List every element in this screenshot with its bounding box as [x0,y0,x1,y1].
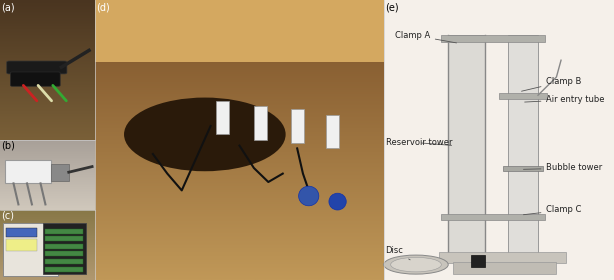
FancyBboxPatch shape [453,262,556,274]
Ellipse shape [329,193,346,210]
FancyBboxPatch shape [45,259,83,264]
FancyBboxPatch shape [43,223,86,274]
FancyBboxPatch shape [292,109,305,143]
FancyBboxPatch shape [441,35,545,42]
FancyBboxPatch shape [45,236,83,241]
FancyBboxPatch shape [384,0,614,280]
FancyBboxPatch shape [95,0,384,62]
FancyBboxPatch shape [508,35,538,253]
FancyBboxPatch shape [6,228,37,237]
FancyBboxPatch shape [51,164,69,181]
FancyBboxPatch shape [10,72,60,86]
Text: Disc: Disc [386,246,410,260]
Ellipse shape [391,257,441,272]
Ellipse shape [384,255,448,274]
FancyBboxPatch shape [499,93,547,99]
FancyBboxPatch shape [216,101,230,134]
Text: (d): (d) [96,3,110,13]
Text: Clamp B: Clamp B [521,77,582,91]
FancyBboxPatch shape [254,106,267,140]
Text: Clamp C: Clamp C [524,206,582,215]
FancyBboxPatch shape [45,267,83,272]
Ellipse shape [298,186,319,206]
FancyBboxPatch shape [326,115,339,148]
FancyBboxPatch shape [439,252,565,263]
Text: (c): (c) [1,211,14,221]
FancyBboxPatch shape [441,214,545,220]
FancyBboxPatch shape [472,255,485,267]
Text: (a): (a) [1,3,15,13]
Text: (e): (e) [385,3,398,13]
FancyBboxPatch shape [503,166,543,171]
Text: (b): (b) [1,141,15,151]
Text: Reservoir tower: Reservoir tower [386,138,452,147]
FancyBboxPatch shape [45,244,83,249]
FancyBboxPatch shape [45,251,83,256]
FancyBboxPatch shape [7,61,67,74]
Text: Clamp A: Clamp A [395,31,457,43]
Text: Bubble tower: Bubble tower [524,164,603,172]
FancyBboxPatch shape [6,239,37,251]
Text: Air entry tube: Air entry tube [525,95,605,104]
FancyBboxPatch shape [448,35,485,253]
FancyBboxPatch shape [5,160,51,183]
FancyBboxPatch shape [45,229,83,234]
Circle shape [124,97,286,171]
FancyBboxPatch shape [3,223,58,276]
